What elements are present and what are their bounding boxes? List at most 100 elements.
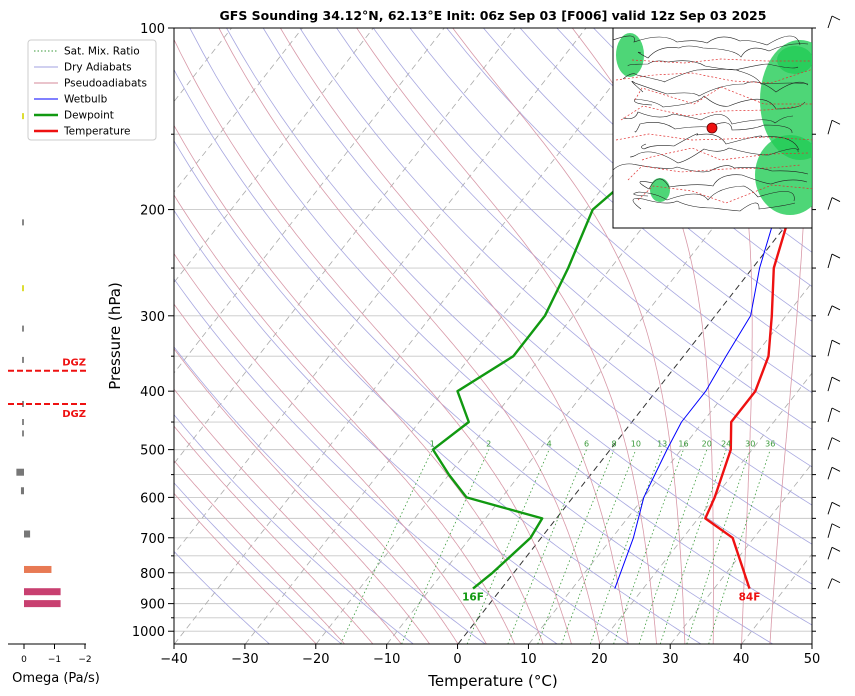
wind-barb-flag xyxy=(831,578,841,584)
x-tick-label: −20 xyxy=(302,652,329,667)
inset-moisture-area xyxy=(755,135,812,215)
omega-small-bar xyxy=(22,219,24,226)
wind-barbs xyxy=(827,15,841,589)
wind-barb-staff xyxy=(827,547,833,560)
isotherm-line xyxy=(174,28,303,193)
mixing-ratio-label: 20 xyxy=(702,440,712,449)
legend-entry-label: Temperature xyxy=(63,126,131,138)
wind-barb-flag xyxy=(831,376,841,382)
wind-barb-staff xyxy=(827,15,833,29)
inset-contour xyxy=(641,133,800,151)
mixing-ratio-label: 36 xyxy=(765,440,775,449)
dry-adiabat xyxy=(226,28,812,585)
omega-axis-label: Omega (Pa/s) xyxy=(12,671,100,686)
mixing-ratio-line xyxy=(659,449,727,644)
y-tick-label: 100 xyxy=(140,22,165,37)
inset-moisture-area xyxy=(650,178,670,202)
wind-barb-flag xyxy=(831,15,841,21)
inset-map-content xyxy=(613,33,812,215)
dry-adiabat xyxy=(483,28,812,322)
x-tick-label: 30 xyxy=(662,652,679,667)
legend-entry-label: Sat. Mix. Ratio xyxy=(64,46,140,58)
pseudoadiabat xyxy=(700,28,753,644)
dry-adiabat xyxy=(336,28,812,468)
mixing-ratio-line xyxy=(401,449,490,644)
inset-contour xyxy=(629,147,799,164)
surface-temp-annotation: 16F xyxy=(462,592,484,604)
inset-temp-contour xyxy=(634,86,812,105)
x-tick-label: 50 xyxy=(804,652,821,667)
omega-tick-label: 0 xyxy=(21,655,27,665)
dry-adiabat xyxy=(409,28,812,394)
isotherm-line xyxy=(174,28,374,284)
surface-temp-annotation: 84F xyxy=(739,592,761,604)
dry-adiabat xyxy=(372,28,812,430)
omega-bar xyxy=(24,565,52,573)
inset-contour xyxy=(632,198,796,212)
mixing-ratio-label: 6 xyxy=(584,440,589,449)
dry-adiabat xyxy=(174,140,702,644)
x-axis-label: Temperature (°C) xyxy=(427,672,557,690)
wind-barb-staff xyxy=(827,197,833,210)
pseudoadiabat xyxy=(174,460,345,644)
pseudoadiabat xyxy=(174,124,544,644)
dry-adiabat xyxy=(174,68,774,644)
dry-adiabat xyxy=(174,209,630,644)
y-tick-label: 300 xyxy=(140,310,165,325)
isotherm-line xyxy=(599,372,812,644)
pseudoadiabat xyxy=(174,38,572,644)
pseudoadiabat xyxy=(174,492,317,644)
x-tick-label: 20 xyxy=(591,652,608,667)
mixing-ratio-label: 16 xyxy=(678,440,688,449)
chart-title: GFS Sounding 34.12°N, 62.13°E Init: 06z … xyxy=(220,8,767,23)
wind-barb-staff xyxy=(827,523,833,538)
omega-tick-label: −1 xyxy=(48,655,61,665)
dry-adiabat xyxy=(446,28,812,358)
pseudoadiabat xyxy=(174,388,402,644)
wind-barb-flag xyxy=(831,407,841,413)
dry-adiabat xyxy=(174,414,414,644)
legend-entry-label: Pseudoadiabats xyxy=(64,78,147,90)
mixing-ratio-label: 2 xyxy=(486,440,491,449)
omega-small-bar xyxy=(22,325,24,332)
mixing-ratio-labels: 1 2 4 6 8 10 13 16 20 24 30 36 xyxy=(430,440,776,449)
mixing-ratio-line xyxy=(686,449,751,644)
dry-adiabat xyxy=(189,28,812,626)
pseudoadiabat xyxy=(356,28,657,644)
isotherm-line xyxy=(670,462,812,644)
mixing-ratio-label: 30 xyxy=(745,440,755,449)
inset-moisture-area xyxy=(777,46,812,74)
inset-temp-contour xyxy=(637,184,812,204)
pseudoadiabat xyxy=(174,303,459,644)
inset-contour xyxy=(622,111,794,125)
isotherm-line xyxy=(174,28,516,465)
legend: Sat. Mix. Ratio Dry Adiabats Pseudoadiabat… xyxy=(27,39,157,141)
legend-entry-label: Wetbulb xyxy=(64,94,108,106)
omega-bar xyxy=(20,487,24,495)
wind-barb-flag xyxy=(831,119,841,125)
inset-moisture-area xyxy=(616,33,644,77)
inset-map xyxy=(612,27,813,229)
dry-adiabat xyxy=(174,278,558,644)
y-tick-label: 500 xyxy=(140,444,165,459)
legend-entry-label: Dry Adiabats xyxy=(64,62,132,74)
pseudoadiabat xyxy=(174,425,374,644)
x-tick-label: 10 xyxy=(520,652,537,667)
omega-bar xyxy=(24,588,61,596)
isotherm-line xyxy=(813,28,855,644)
mixing-ratio-line xyxy=(537,449,615,644)
zero-isotherm xyxy=(457,191,812,644)
omega-panel: 0 −1 −2 DGZ DGZ xyxy=(8,113,92,665)
mixing-ratio-label: 13 xyxy=(657,440,667,449)
mixing-ratio-line xyxy=(561,449,637,644)
legend-box xyxy=(27,39,157,141)
x-tick-label: −40 xyxy=(160,652,187,667)
x-tick-label: 40 xyxy=(733,652,750,667)
legend-entry-label: Dewpoint xyxy=(64,110,114,122)
x-tick-label: −10 xyxy=(373,652,400,667)
pseudoadiabat xyxy=(769,28,808,644)
dry-adiabat xyxy=(174,482,342,644)
wind-barb-staff xyxy=(827,340,833,357)
dgz-label: DGZ xyxy=(62,409,86,420)
